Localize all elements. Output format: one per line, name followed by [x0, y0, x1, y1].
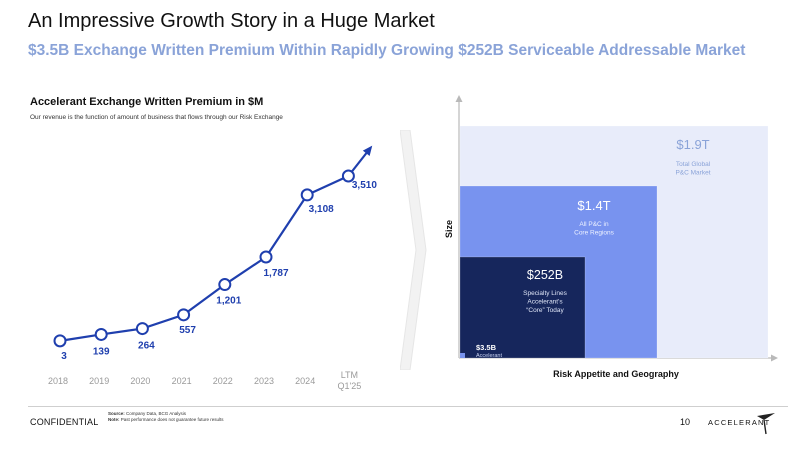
data-label: 3,510: [352, 180, 377, 191]
written-premium-line-chart: 3 139 264 557 1,201 1,787 3,108 3,510 2018 2019 20…: [48, 145, 377, 391]
y-axis-arrow-icon: [455, 95, 463, 102]
data-label: 3,108: [309, 204, 334, 215]
accelerant-share-description: Accelerant: [476, 353, 502, 359]
specialty-lines-sam-area: [459, 256, 586, 359]
x-tick-label: 2019: [89, 376, 109, 386]
line-chart-subtitle: Our revenue is the function of amount of…: [30, 114, 283, 121]
x-tick-label: LTM Q1'25: [338, 370, 362, 391]
data-label: 139: [93, 346, 110, 357]
note-label: Note:: [108, 417, 120, 422]
x-tick-label: 2018: [48, 376, 68, 386]
x-tick-label: 2022: [213, 376, 233, 386]
accelerant-share-value-label: $3.5B: [476, 343, 497, 352]
x-axis-label: Risk Appetite and Geography: [553, 369, 679, 379]
specialty-lines-sam-description: Specialty Lines Accelerant's “Core” Today: [523, 290, 567, 314]
series-line: [59, 175, 349, 342]
page-title: An Impressive Growth Story in a Huge Mar…: [28, 10, 435, 32]
data-point: [259, 250, 273, 264]
data-point: [177, 308, 191, 322]
specialty-lines-sam-value-label: $252B: [527, 268, 563, 282]
data-label: 264: [138, 341, 155, 352]
source-text: Company Data, BCG Analysis: [124, 411, 187, 416]
data-label: 1,787: [263, 268, 288, 279]
accelerant-logo-icon: [757, 413, 775, 435]
data-label: 557: [179, 325, 196, 336]
x-tick-label: 2020: [130, 376, 150, 386]
accelerant-logo-text: ACCELERANT: [708, 418, 771, 427]
chevron-arrow-icon: [400, 130, 427, 370]
x-tick-label: 2023: [254, 376, 274, 386]
source-note: Source: Company Data, BCG Analysis Note:…: [108, 411, 224, 423]
y-axis-label: Size: [444, 220, 454, 238]
page-subtitle: $3.5B Exchange Written Premium Within Ra…: [28, 42, 746, 59]
core-regions-pc-description: All P&C in Core Regions: [574, 221, 614, 237]
x-tick-label: 2021: [172, 376, 192, 386]
data-label: 1,201: [216, 296, 241, 307]
x-tick-label: 2024: [295, 376, 315, 386]
confidential-label: CONFIDENTIAL: [30, 417, 99, 427]
x-axis-arrow-icon: [771, 354, 778, 362]
core-regions-pc-value-label: $1.4T: [577, 198, 610, 213]
source-label: Source:: [108, 411, 125, 416]
line-chart-title: Accelerant Exchange Written Premium in $…: [30, 96, 264, 108]
data-point: [341, 169, 355, 183]
trend-arrow-head-icon: [362, 145, 373, 156]
page-number: 10: [680, 417, 691, 427]
total-global-pc-market-value-label: $1.9T: [676, 137, 709, 152]
data-point: [218, 278, 232, 292]
data-label: 3: [61, 351, 67, 362]
footer-divider: [28, 406, 788, 407]
market-size-chart: Size Risk Appetite and Geography $1.9T Tota…: [444, 95, 778, 379]
accelerant-share-area: [460, 353, 465, 358]
note-text: Past performance does not guarantee futu…: [119, 417, 224, 422]
data-point: [94, 327, 108, 341]
data-point: [300, 188, 314, 202]
total-global-pc-market-description: Total Global P&C Market: [675, 161, 710, 177]
data-point: [53, 334, 67, 348]
data-point: [135, 322, 149, 336]
